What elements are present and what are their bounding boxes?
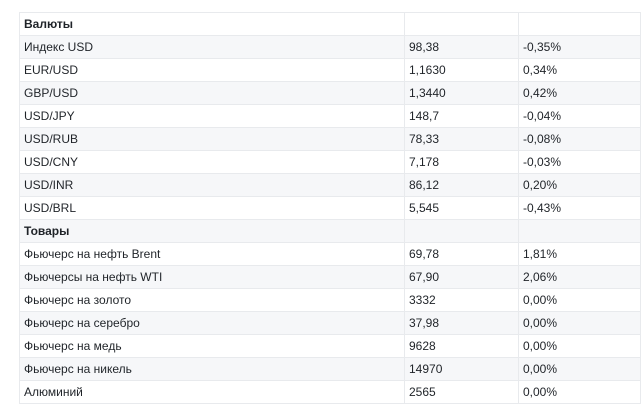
instrument-name-cell: Фьючерс на золото (19, 288, 405, 312)
change-cell: 0,00% (518, 380, 641, 404)
change-cell: 0,20% (518, 173, 641, 197)
table-row: USD/JPY 148,7 -0,04% (19, 104, 641, 128)
change-cell: 0,00% (518, 334, 641, 358)
instrument-name-cell: Фьючерс на нефть Brent (19, 242, 405, 266)
change-cell (518, 12, 641, 36)
change-cell: 0,00% (518, 357, 641, 381)
value-cell (404, 219, 519, 243)
change-cell: 0,42% (518, 81, 641, 105)
table-row: Фьючерс на медь 9628 0,00% (19, 334, 641, 358)
table-row: Фьючерсы на нефть WTI 67,90 2,06% (19, 265, 641, 289)
value-cell: 98,38 (404, 35, 519, 59)
market-table: Валюты Индекс USD 98,38 -0,35% EUR/USD 1,1630… (19, 12, 641, 404)
change-cell: 1,81% (518, 242, 641, 266)
table-row: Фьючерс на нефть Brent 69,78 1,81% (19, 242, 641, 266)
instrument-name-cell: EUR/USD (19, 58, 405, 82)
change-cell: 2,06% (518, 265, 641, 289)
instrument-name-cell: Валюты (19, 12, 405, 36)
change-cell (518, 219, 641, 243)
table-row: Индекс USD 98,38 -0,35% (19, 35, 641, 59)
value-cell: 9628 (404, 334, 519, 358)
table-row: Фьючерс на серебро 37,98 0,00% (19, 311, 641, 335)
table-row: EUR/USD 1,1630 0,34% (19, 58, 641, 82)
value-cell: 148,7 (404, 104, 519, 128)
value-cell: 69,78 (404, 242, 519, 266)
instrument-name-cell: USD/JPY (19, 104, 405, 128)
value-cell: 14970 (404, 357, 519, 381)
table-row: GBP/USD 1,3440 0,42% (19, 81, 641, 105)
change-cell: -0,04% (518, 104, 641, 128)
value-cell: 1,3440 (404, 81, 519, 105)
value-cell: 7,178 (404, 150, 519, 174)
value-cell: 67,90 (404, 265, 519, 289)
change-cell: 0,00% (518, 288, 641, 312)
table-row: Фьючерс на никель 14970 0,00% (19, 357, 641, 381)
table-row: USD/RUB 78,33 -0,08% (19, 127, 641, 151)
change-cell: -0,03% (518, 150, 641, 174)
instrument-name-cell: Алюминий (19, 380, 405, 404)
change-cell: 0,34% (518, 58, 641, 82)
value-cell: 37,98 (404, 311, 519, 335)
instrument-name-cell: Индекс USD (19, 35, 405, 59)
instrument-name-cell: GBP/USD (19, 81, 405, 105)
change-cell: 0,00% (518, 311, 641, 335)
section-header-row: Товары (19, 219, 641, 243)
value-cell: 3332 (404, 288, 519, 312)
value-cell (404, 12, 519, 36)
change-cell: -0,43% (518, 196, 641, 220)
value-cell: 2565 (404, 380, 519, 404)
value-cell: 86,12 (404, 173, 519, 197)
instrument-name-cell: Фьючерсы на нефть WTI (19, 265, 405, 289)
table-row: Алюминий 2565 0,00% (19, 380, 641, 404)
value-cell: 1,1630 (404, 58, 519, 82)
table-row: USD/CNY 7,178 -0,03% (19, 150, 641, 174)
instrument-name-cell: USD/RUB (19, 127, 405, 151)
section-header-row: Валюты (19, 12, 641, 36)
value-cell: 78,33 (404, 127, 519, 151)
instrument-name-cell: Фьючерс на медь (19, 334, 405, 358)
change-cell: -0,35% (518, 35, 641, 59)
instrument-name-cell: USD/CNY (19, 150, 405, 174)
instrument-name-cell: USD/INR (19, 173, 405, 197)
table-row: USD/BRL 5,545 -0,43% (19, 196, 641, 220)
instrument-name-cell: Фьючерс на серебро (19, 311, 405, 335)
value-cell: 5,545 (404, 196, 519, 220)
instrument-name-cell: Товары (19, 219, 405, 243)
instrument-name-cell: Фьючерс на никель (19, 357, 405, 381)
table-row: Фьючерс на золото 3332 0,00% (19, 288, 641, 312)
market-table-body: Валюты Индекс USD 98,38 -0,35% EUR/USD 1,1630… (19, 12, 641, 404)
instrument-name-cell: USD/BRL (19, 196, 405, 220)
table-row: USD/INR 86,12 0,20% (19, 173, 641, 197)
change-cell: -0,08% (518, 127, 641, 151)
